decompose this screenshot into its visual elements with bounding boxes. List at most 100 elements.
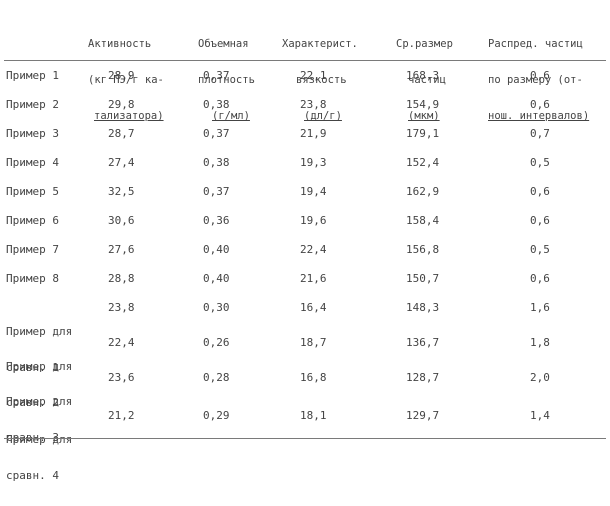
header-line: частиц <box>408 74 446 86</box>
particle-size-cell: 150,7 <box>406 272 440 285</box>
header-divider <box>4 60 606 61</box>
particle-size-cell: 128,7 <box>406 371 440 384</box>
activity-cell: 22,4 <box>108 336 135 349</box>
row-label-line: Пример 8 <box>6 272 59 285</box>
particle-size-cell: 136,7 <box>406 336 440 349</box>
row-label-line: Пример для <box>6 360 73 373</box>
activity-cell: 21,2 <box>108 409 135 422</box>
row-label: Пример для сравн. 3 <box>6 372 72 468</box>
activity-cell: 30,6 <box>108 214 135 227</box>
distribution-cell: 0,6 <box>530 69 550 82</box>
table-row: Пример 8 28,8 0,40 21,6 150,7 0,6 <box>0 273 610 303</box>
row-label: Пример 8 <box>6 273 59 285</box>
distribution-cell: 0,6 <box>530 98 550 111</box>
distribution-cell: 1,8 <box>530 336 550 349</box>
row-label-line: Пример для <box>6 325 73 338</box>
particle-size-cell: 162,9 <box>406 185 440 198</box>
table-row: Пример 1 28,9 0,37 22,1 168,3 0,6 <box>0 70 610 100</box>
row-label-line: сравн. 3 <box>6 431 59 444</box>
header-line: Характерист. <box>282 38 358 50</box>
particle-size-cell: 148,3 <box>406 301 440 314</box>
particle-size-cell: 168,3 <box>406 69 440 82</box>
header-line: Распред. частиц <box>488 38 583 50</box>
row-label-line: Пример 7 <box>6 243 59 256</box>
table-row: Пример 2 29,8 0,38 23,8 154,9 0,6 <box>0 99 610 129</box>
bulk-density-cell: 0,38 <box>203 98 230 111</box>
bulk-density-cell: 0,28 <box>203 371 230 384</box>
row-label: Пример 3 <box>6 128 59 140</box>
table-row: Пример для сравн. 2 22,4 0,26 18,7 136,7… <box>0 336 610 409</box>
particle-size-cell: 179,1 <box>406 127 440 140</box>
row-label-line: сравн. 2 <box>6 396 59 409</box>
row-label-line: Пример 3 <box>6 127 59 140</box>
distribution-cell: 0,6 <box>530 185 550 198</box>
table-row: Пример для сравн. 1 23,8 0,30 16,4 148,3… <box>0 301 610 374</box>
distribution-cell: 0,5 <box>530 156 550 169</box>
table-row: Пример 5 32,5 0,37 19,4 162,9 0,6 <box>0 186 610 216</box>
viscosity-cell: 16,4 <box>300 301 327 314</box>
distribution-cell: 0,5 <box>530 243 550 256</box>
table-row: Пример 4 27,4 0,38 19,3 152,4 0,5 <box>0 157 610 187</box>
viscosity-cell: 21,9 <box>300 127 327 140</box>
viscosity-cell: 23,8 <box>300 98 327 111</box>
row-label: Пример для сравн. 2 <box>6 337 72 433</box>
activity-cell: 32,5 <box>108 185 135 198</box>
activity-cell: 27,4 <box>108 156 135 169</box>
row-label: Пример 6 <box>6 215 59 227</box>
header-line: Объемная <box>198 38 249 50</box>
row-label-line: Пример 4 <box>6 156 59 169</box>
activity-cell: 23,8 <box>108 301 135 314</box>
viscosity-cell: 21,6 <box>300 272 327 285</box>
distribution-cell: 1,4 <box>530 409 550 422</box>
row-label: Пример 4 <box>6 157 59 169</box>
row-label: Пример 2 <box>6 99 59 111</box>
header-viscosity: Характерист. вязкость (дл/г) <box>282 14 358 146</box>
row-label-line: сравн. 1 <box>6 361 59 374</box>
bulk-density-cell: 0,30 <box>203 301 230 314</box>
row-label-line: Пример 2 <box>6 98 59 111</box>
row-label: Пример для сравн. 1 <box>6 302 72 398</box>
bulk-density-cell: 0,29 <box>203 409 230 422</box>
bulk-density-cell: 0,37 <box>203 185 230 198</box>
activity-cell: 28,8 <box>108 272 135 285</box>
activity-cell: 27,6 <box>108 243 135 256</box>
row-label-line: Пример для <box>6 433 73 446</box>
header-size-distribution: Распред. частиц по размеру (от- нош. инт… <box>488 14 589 146</box>
viscosity-cell: 19,3 <box>300 156 327 169</box>
viscosity-cell: 22,4 <box>300 243 327 256</box>
particle-size-cell: 158,4 <box>406 214 440 227</box>
table-row: Пример для сравн. 3 23,6 0,28 16,8 128,7… <box>0 371 610 444</box>
viscosity-cell: 19,4 <box>300 185 327 198</box>
row-label-line: сравн. 4 <box>6 469 59 482</box>
table-row: Пример 6 30,6 0,36 19,6 158,4 0,6 <box>0 215 610 245</box>
header-line: вязкость <box>296 74 347 86</box>
header-line: (мкм) <box>408 110 440 122</box>
bulk-density-cell: 0,26 <box>203 336 230 349</box>
header-line: (кг ПЭ/г ка- <box>88 74 164 86</box>
row-label: Пример для сравн. 4 <box>6 410 72 506</box>
row-label: Пример 1 <box>6 70 59 82</box>
distribution-cell: 1,6 <box>530 301 550 314</box>
distribution-cell: 2,0 <box>530 371 550 384</box>
viscosity-cell: 18,1 <box>300 409 327 422</box>
viscosity-cell: 19,6 <box>300 214 327 227</box>
row-label: Пример 5 <box>6 186 59 198</box>
bulk-density-cell: 0,40 <box>203 272 230 285</box>
header-line: Ср.размер <box>396 38 453 50</box>
distribution-cell: 0,6 <box>530 214 550 227</box>
table-row: Пример для сравн. 4 21,2 0,29 18,1 129,7… <box>0 409 610 482</box>
header-line: нош. интервалов) <box>488 110 590 122</box>
header-line: тализатора) <box>94 110 164 122</box>
viscosity-cell: 18,7 <box>300 336 327 349</box>
distribution-cell: 0,7 <box>530 127 550 140</box>
particle-size-cell: 154,9 <box>406 98 440 111</box>
header-line: плотность <box>198 74 255 86</box>
activity-cell: 28,7 <box>108 127 135 140</box>
data-table: Активность (кг ПЭ/г ка- тализатора) Объе… <box>0 14 610 482</box>
header-bulk-density: Объемная плотность (г/мл) <box>198 14 255 146</box>
row-label-line: Пример 1 <box>6 69 59 82</box>
bulk-density-cell: 0,37 <box>203 127 230 140</box>
table-row: Пример 3 28,7 0,37 21,9 179,1 0,7 <box>0 128 610 158</box>
header-line: по размеру (от- <box>488 74 583 86</box>
table-bottom-rule <box>4 438 606 439</box>
